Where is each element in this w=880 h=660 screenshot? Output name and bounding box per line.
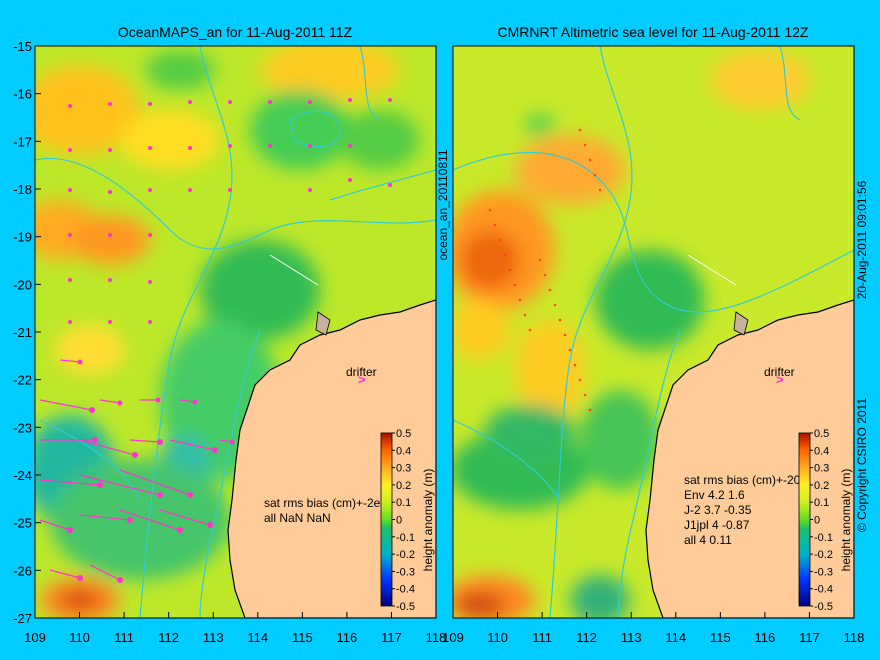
left-y-tick-label: -19 — [13, 230, 32, 245]
left-x-tick-label: 116 — [337, 630, 358, 645]
left-colorbar-ticks: 0.5 0.4 0.3 0.2 0.1 0 -0.1 -0.2 -0.3 -0.4 -0.5 — [392, 428, 415, 613]
left-y-tick-label: -15 — [13, 39, 32, 54]
left-stats-line-1: all NaN NaN — [264, 511, 331, 525]
left-x-tick-label: 117 — [381, 630, 402, 645]
right-x-tick-label: 109 — [442, 630, 464, 645]
left-velocity-arrows — [39, 98, 392, 583]
left-y-tick-label: -24 — [13, 468, 32, 483]
right-colorbar-ticks: 0.5 0.4 0.3 0.2 0.1 0 -0.1 -0.2 -0.3 -0.4 -0.5 — [810, 428, 833, 613]
right-colorbar-tick-label: 0.3 — [814, 463, 829, 475]
right-x-tick-label: 112 — [576, 630, 597, 645]
left-contours — [35, 46, 436, 618]
left-stats: sat rms bias (cm)+-2e all NaN NaN — [264, 496, 381, 525]
left-x-tick-label: 115 — [292, 630, 313, 645]
left-colorbar-tick-label: 0.3 — [396, 463, 411, 475]
left-colorbar — [380, 432, 393, 607]
right-colorbar-tick-label: -0.4 — [814, 584, 833, 596]
right-colorbar-tick-label: -0.2 — [814, 549, 833, 561]
right-satellite-tracks — [488, 128, 602, 412]
right-colorbar-tick-label: 0.2 — [814, 480, 829, 492]
right-map: drifter > sat rms bias (cm)+-20 Env 4.2 … — [453, 46, 854, 618]
left-colorbar-tick-label: -0.1 — [396, 532, 415, 544]
right-stats-line-1: Env 4.2 1.6 — [684, 488, 745, 502]
left-colorbar-tick-label: -0.4 — [396, 584, 415, 596]
right-stats-line-2: J-2 3.7 -0.35 — [684, 503, 752, 517]
left-colorbar-tick-label: 0 — [396, 515, 402, 527]
right-x-tick-label: 111 — [532, 630, 552, 645]
left-colorbar-tick-label: -0.5 — [396, 601, 415, 613]
right-contours — [453, 46, 854, 618]
left-y-tick-label: -18 — [13, 182, 32, 197]
left-x-tick-label: 110 — [69, 630, 90, 645]
left-colorbar-tick-label: -0.2 — [396, 549, 415, 561]
left-y-tick-label: -23 — [13, 420, 32, 435]
right-x-ticks: 109 110 111 112 113 114 115 116 117 118 — [442, 612, 864, 645]
right-stats-line-0: sat rms bias (cm)+-20 — [684, 473, 801, 487]
right-stats: sat rms bias (cm)+-20 Env 4.2 1.6 J-2 3.… — [684, 473, 801, 547]
left-y-tick-label: -22 — [13, 373, 32, 388]
right-x-tick-label: 116 — [755, 630, 776, 645]
copyright-label: © Copyright CSIRO 2011 — [855, 398, 869, 532]
left-x-tick-label: 114 — [247, 630, 268, 645]
left-drifter-label: drifter — [346, 365, 377, 379]
left-colorbar-label: height anomaly (m) — [421, 469, 435, 572]
right-colorbar-tick-label: -0.3 — [814, 566, 833, 578]
left-y-tick-label: -25 — [13, 516, 32, 531]
right-x-tick-label: 118 — [844, 630, 865, 645]
right-x-tick-label: 117 — [799, 630, 820, 645]
left-track-line — [269, 254, 319, 286]
left-y-tick-label: -16 — [13, 87, 32, 102]
right-plot-frame — [452, 45, 855, 619]
right-colorbar-tick-label: 0.5 — [814, 428, 829, 440]
left-map: drifter > sat rms bias (cm)+-2e all NaN … — [35, 46, 436, 618]
left-colorbar-tick-label: -0.3 — [396, 566, 415, 578]
right-x-tick-label: 114 — [665, 630, 686, 645]
right-colorbar-tick-label: 0.1 — [814, 497, 829, 509]
left-anomaly-field — [35, 46, 420, 618]
right-colorbar-tick-label: -0.1 — [814, 532, 833, 544]
left-stats-line-0: sat rms bias (cm)+-2e — [264, 496, 381, 510]
left-island — [315, 311, 331, 336]
left-x-tick-label: 109 — [24, 630, 46, 645]
left-drifter-icon: > — [358, 372, 366, 387]
left-colorbar-tick-label: 0.1 — [396, 497, 411, 509]
run-id-label: ocean_an_20110811 — [436, 149, 450, 260]
left-y-tick-label: -27 — [13, 611, 32, 626]
right-x-tick-label: 113 — [621, 630, 642, 645]
left-panel-title: OceanMAPS_an for 11-Aug-2011 11Z — [118, 24, 353, 40]
right-x-tick-label: 115 — [710, 630, 731, 645]
left-colorbar-tick-label: 0.5 — [396, 428, 411, 440]
left-x-ticks: 109 110 111 112 113 114 115 116 117 118 — [24, 612, 446, 645]
left-x-tick-label: 112 — [158, 630, 179, 645]
left-colorbar-tick-label: 0.2 — [396, 480, 411, 492]
right-colorbar-tick-label: 0 — [814, 515, 820, 527]
right-stats-line-3: J1jpl 4 -0.87 — [684, 518, 750, 532]
left-y-tick-label: -17 — [13, 134, 32, 149]
right-colorbar — [798, 432, 811, 607]
right-track-line — [687, 254, 737, 286]
left-y-tick-label: -21 — [13, 325, 32, 340]
right-x-tick-label: 110 — [487, 630, 508, 645]
right-colorbar-tick-label: 0.4 — [814, 445, 829, 457]
timestamp-label: 20-Aug-2011 09:01:56 — [855, 180, 869, 299]
left-x-tick-label: 111 — [114, 630, 134, 645]
right-panel-title: CMRNRT Altimetric sea level for 11-Aug-2… — [498, 24, 809, 40]
left-y-tick-label: -20 — [13, 277, 32, 292]
left-y-tick-label: -26 — [13, 563, 32, 578]
left-y-ticks: -15 -16 -17 -18 -19 -20 -21 -22 -23 -24 -25 -26 -27 — [13, 39, 41, 626]
left-x-tick-label: 118 — [426, 630, 447, 645]
left-colorbar-tick-label: 0.4 — [396, 445, 411, 457]
right-colorbar-tick-label: -0.5 — [814, 601, 833, 613]
right-colorbar-label: height anomaly (m) — [839, 469, 853, 572]
right-stats-line-4: all 4 0.11 — [684, 533, 732, 547]
right-drifter-label: drifter — [764, 365, 795, 379]
right-island — [733, 311, 749, 336]
left-x-tick-label: 113 — [203, 630, 224, 645]
right-drifter-icon: > — [776, 372, 784, 387]
